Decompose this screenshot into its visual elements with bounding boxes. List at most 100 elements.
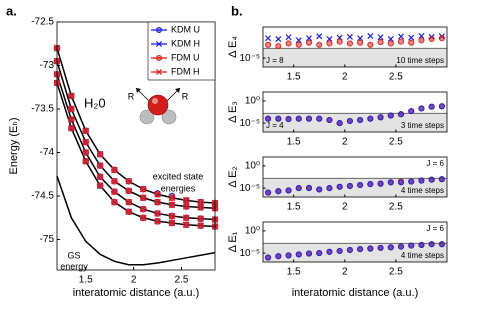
j-label: J = 6 [426,224,444,233]
y-tick-label: 10⁰ [245,161,260,172]
circle-marker [336,120,343,127]
x-marker [111,198,118,206]
circle-marker [275,115,282,122]
x-tick-label: 2.5 [389,137,403,148]
circle-marker [275,43,282,50]
circle-marker [295,185,302,192]
circle-marker [357,39,364,46]
x-axis-label: interatomic distance (a.u.) [292,287,419,299]
x-marker [183,214,190,222]
circle-marker [418,241,425,248]
y-tick-label: -72.5 [31,17,54,28]
x-tick-label: 2.5 [389,267,403,278]
steps-label: 4 time steps [401,251,444,260]
x-marker [68,105,75,113]
x-marker [183,203,190,210]
circle-marker [418,37,425,44]
x-marker [197,204,204,211]
panel-label: b. [231,3,243,18]
x-marker [139,185,147,193]
legend-label: KDM H [171,38,200,48]
circle-marker [336,38,343,45]
circle-marker [285,252,292,259]
annotation: energies [161,183,196,193]
x-marker [168,194,176,201]
circle-marker [326,116,333,124]
y-tick-label: 10⁰ [245,96,260,107]
circle-marker [265,41,272,48]
x-marker [357,35,364,42]
circle-marker [346,246,353,254]
circle-marker [367,41,374,48]
circle-marker [418,105,425,112]
x-marker [154,218,161,225]
circle-marker [387,179,394,186]
y-axis-label: Energy (Eₕ) [8,117,20,174]
circle-marker [377,244,384,251]
ground-state-line [56,175,216,266]
plot-frame [262,221,448,263]
x-marker [305,35,313,42]
circle-marker [397,179,405,186]
atom-highlight [152,98,158,104]
circle-marker [265,189,272,196]
x-marker [125,198,133,206]
x-marker [139,205,147,213]
steps-label: 4 time steps [401,186,444,195]
x-tick-label: 2 [131,275,137,286]
x-marker [125,208,133,215]
circle-marker [346,40,353,47]
x-marker [139,214,147,222]
x-marker [377,34,384,41]
circle-marker [367,181,374,188]
x-marker [265,35,272,42]
x-marker [183,221,190,228]
x-marker [68,116,75,123]
x-marker [275,35,282,43]
x-tick-label: 2.5 [389,202,403,213]
circle-marker [275,253,282,260]
circle-marker [305,39,313,46]
circle-marker [397,38,405,45]
y-tick-label: 10⁻⁵ [239,183,260,194]
y-tick-label: -75 [40,234,55,245]
bond-label: R [128,91,135,101]
circle-marker [295,251,302,258]
circle-marker [336,183,343,190]
circle-marker [285,116,292,123]
x-marker [125,187,133,195]
circle-marker [326,248,333,255]
circle-marker [357,246,364,253]
x-marker [197,198,204,206]
x-marker [168,219,176,227]
oxygen-atom [147,94,169,116]
y-tick-label: -74.5 [31,191,54,202]
circle-marker [295,41,302,48]
x-tick-label: 1.5 [287,137,301,148]
x-marker [168,212,176,220]
circle-marker [397,111,405,118]
x-marker [387,35,394,43]
circle-marker [438,176,445,183]
circle-marker [326,185,333,192]
y-tick-label: 10⁻⁵ [239,118,260,129]
steps-label: 3 time steps [401,121,444,130]
y-tick-label: -74 [40,147,55,158]
circle-marker [428,103,435,110]
x-marker [111,178,118,185]
x-tick-label: 2 [342,267,348,278]
circle-marker [408,39,415,46]
hydrogen-atom [161,109,177,125]
arrow-head [175,88,180,93]
x-marker [197,222,204,229]
x-marker [418,32,425,39]
x-tick-label: 1.5 [287,72,301,83]
y-axis-label: Δ E₃ [227,101,239,123]
j-label: J = 8 [266,56,284,65]
x-marker [154,198,161,206]
x-marker [346,33,353,40]
plot-frame [262,26,448,68]
circle-marker [418,177,425,184]
circle-marker [275,188,282,195]
